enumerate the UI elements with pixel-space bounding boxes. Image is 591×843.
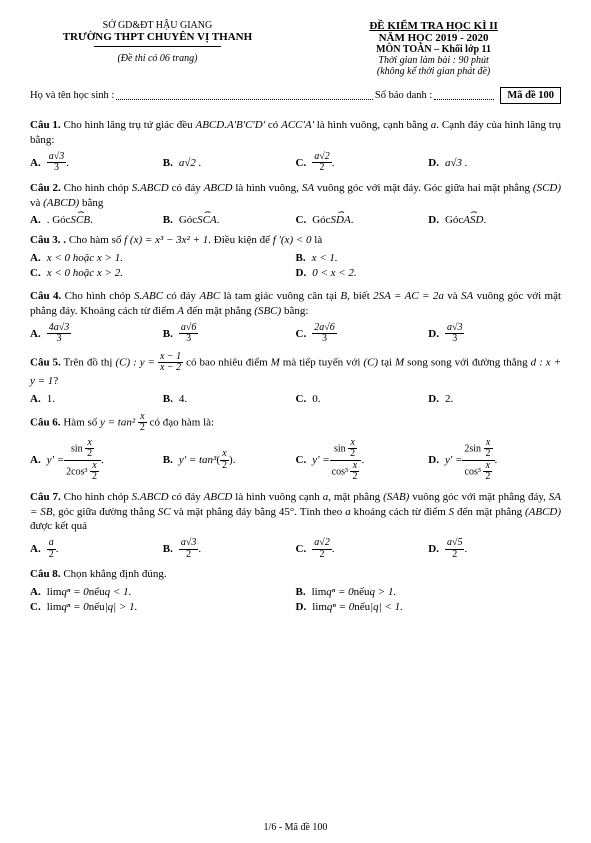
q5-optB: B.4. [163,393,296,405]
q3-options: A.x < 0 hoặc x > 1. B.x < 1. C.x < 0 hoặ… [30,252,561,282]
duration: Thời gian làm bài : 90 phút [306,55,561,66]
q4-optC: C.2a√63 [296,323,429,345]
q3-optB: B.x < 1. [296,252,562,264]
q6-optC: C.y' = sin x2 cos³ x2. [296,438,429,483]
q1-optD: D.a√3 . [428,152,561,174]
q5-options: A.1. B.4. C.0. D.2. [30,393,561,405]
q1-optC: C.a√22. [296,152,429,174]
q7-optD: D.a√52. [428,538,561,560]
student-info-row: Họ và tên học sinh : Số báo danh : Mã đề… [30,87,561,104]
underline [94,46,221,47]
q6-optA: A.y' = sin x2 2cos³ x2. [30,438,163,483]
q4-options: A.4a√33 B.a√63 C.2a√63 D.a√33 [30,323,561,345]
q2-optC: C.Góc SDA . [296,214,429,226]
q3-optA: A.x < 0 hoặc x > 1. [30,252,296,264]
q3-optC: C.x < 0 hoặc x > 2. [30,267,296,279]
q8-optB: B.lim qⁿ = 0 nếu q > 1. [296,586,562,598]
q4-optB: B.a√63 [163,323,296,345]
question-1: Câu 1. Cho hình lăng trụ tứ giác đều ABC… [30,118,561,148]
page-header: SỞ GD&ĐT HẬU GIANG TRƯỜNG THPT CHUYÊN VỊ… [30,20,561,77]
question-6: Câu 6. Hàm số y = tan² x2 có đạo hàm là: [30,412,561,434]
duration-note: (không kể thời gian phát đề) [306,66,561,77]
exam-title: ĐỀ KIỂM TRA HỌC KÌ II [306,20,561,32]
question-8: Câu 8. Chọn khẳng định đúng. [30,567,561,582]
q2-options: A.. Góc SCB . B.Góc SCA . C.Góc SDA . D.… [30,214,561,226]
question-2: Câu 2. Cho hình chóp S.ABCD có đáy ABCD … [30,181,561,211]
name-label: Họ và tên học sinh : [30,90,114,101]
q7-options: A.a2. B.a√32. C.a√22. D.a√52. [30,538,561,560]
q7-optC: C.a√22. [296,538,429,560]
q4-optD: D.a√33 [428,323,561,345]
question-7: Câu 7. Cho hình chóp S.ABCD có đáy ABCD … [30,490,561,535]
q5-optD: D.2. [428,393,561,405]
question-3: Câu 3. . Cho hàm số f (x) = x³ − 3x² + 1… [30,233,561,248]
header-right: ĐỀ KIỂM TRA HỌC KÌ II NĂM HỌC 2019 - 202… [306,20,561,77]
q6-optB: B.y' = tan³(x2). [163,438,296,483]
q2-optB: B.Góc SCA . [163,214,296,226]
q6-options: A.y' = sin x2 2cos³ x2. B.y' = tan³(x2).… [30,438,561,483]
q8-optC: C.lim qⁿ = 0 nếu |q| > 1. [30,601,296,613]
q1-optB: B.a√2 . [163,152,296,174]
q8-options: A.lim qⁿ = 0 nếu q < 1. B.lim qⁿ = 0 nếu… [30,586,561,616]
q7-optB: B.a√32. [163,538,296,560]
q1-options: A.a√33. B.a√2 . C.a√22. D.a√3 . [30,152,561,174]
q2-optD: D.Góc ASD . [428,214,561,226]
dept-line: SỞ GD&ĐT HẬU GIANG [30,20,285,31]
q8-optD: D.lim qⁿ = 0 nếu |q| < 1. [296,601,562,613]
q5-optA: A.1. [30,393,163,405]
q1-optA: A.a√33. [30,152,163,174]
subject: MÔN TOÁN – Khối lớp 11 [306,44,561,55]
header-left: SỞ GD&ĐT HẬU GIANG TRƯỜNG THPT CHUYÊN VỊ… [30,20,285,77]
id-field [434,91,494,100]
question-5: Câu 5. Trên đồ thị (C) : y = x − 1x − 2 … [30,352,561,389]
q8-optA: A.lim qⁿ = 0 nếu q < 1. [30,586,296,598]
q5-optC: C.0. [296,393,429,405]
school-year: NĂM HỌC 2019 - 2020 [306,32,561,44]
q7-optA: A.a2. [30,538,163,560]
page-footer: 1/6 - Mã đề 100 [0,822,591,833]
id-label: Số báo danh : [375,90,432,101]
q1-label: Câu 1. [30,119,61,131]
question-4: Câu 4. Cho hình chóp S.ABC có đáy ABC là… [30,289,561,319]
q3-optD: D.0 < x < 2. [296,267,562,279]
exam-code-box: Mã đề 100 [500,87,561,104]
q6-optD: D.y' = 2sin x2 cos³ x2. [428,438,561,483]
school-name: TRƯỜNG THPT CHUYÊN VỊ THANH [30,31,285,43]
q2-optA: A.. Góc SCB . [30,214,163,226]
name-field [116,91,373,100]
page-count: (Đề thi có 06 trang) [30,53,285,64]
q4-optA: A.4a√33 [30,323,163,345]
